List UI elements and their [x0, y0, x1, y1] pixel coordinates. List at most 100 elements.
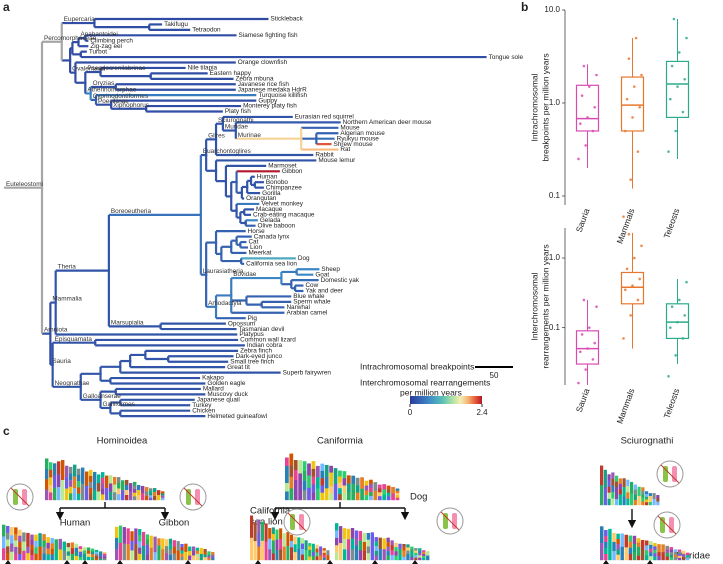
chromosome-segment: [628, 547, 633, 555]
chromosome-segment: [607, 474, 611, 481]
chromosome-segment: [645, 540, 649, 546]
chromosome-segment: [611, 491, 615, 499]
chromosome-segment: [386, 496, 391, 501]
chromosome-segment: [319, 555, 323, 561]
chromosome-segment: [145, 554, 150, 561]
chromosome-segment: [122, 543, 126, 561]
chromosome-segment: [677, 553, 682, 557]
chromosome-segment: [145, 549, 150, 556]
chromosome-segment: [607, 498, 611, 506]
chromosome-segment: [125, 479, 129, 486]
chromosome-segment: [645, 493, 649, 497]
chromosome-segment: [657, 556, 661, 561]
data-point: [595, 305, 598, 308]
clade-label: Poeciliinae: [98, 98, 129, 105]
chromosome-segment: [304, 550, 308, 561]
data-point: [622, 337, 625, 340]
chromosome-segment: [378, 548, 382, 561]
chromosome-segment: [97, 491, 101, 501]
clade-label: Ovalentaria: [72, 66, 105, 73]
karyotype: [115, 525, 215, 561]
chromosome-segment: [195, 556, 200, 561]
chromosome-segment: [282, 533, 286, 547]
chromosome-segment: [395, 490, 400, 494]
chromosome-segment: [203, 551, 207, 555]
chromosome-segment: [335, 537, 339, 546]
chromosome-segment: [6, 539, 10, 547]
chromosome-segment: [168, 554, 173, 561]
chromosome-segment: [326, 555, 330, 561]
chromosome-segment: [398, 549, 402, 555]
leaf-label: Tasmanian devil: [239, 326, 285, 333]
leaf-label: Mouse: [340, 124, 360, 131]
karyotype: [250, 515, 330, 561]
chromosome-segment: [282, 546, 286, 561]
icon-chromosome: [663, 466, 668, 482]
clade-label: Neognathae: [55, 380, 90, 387]
chromosome-segment: [69, 480, 73, 487]
data-point: [595, 73, 598, 77]
chromosome-segment: [153, 496, 157, 501]
chromosome-segment: [648, 502, 652, 506]
breakpoint-marker: [412, 560, 418, 564]
breakpoint-marker: [5, 560, 11, 564]
chromosome-segment: [118, 542, 123, 561]
chromosome-segment: [289, 476, 294, 489]
leaf-label: Orangutan: [246, 195, 277, 202]
chromosome-segment: [264, 523, 268, 542]
clade-label: Artiodactyla: [208, 300, 242, 307]
chromosome-segment: [94, 553, 99, 557]
chromosome-segment: [203, 554, 207, 558]
chromosome-segment: [73, 488, 77, 501]
chromosome-segment: [113, 484, 117, 493]
colorbar-title: Interchromosomal rearrangements: [360, 377, 490, 387]
leaf-label: Superb fairywren: [283, 369, 332, 376]
chromosome-segment: [93, 490, 97, 501]
chromosome-segment: [82, 553, 87, 558]
chromosome-segment: [641, 490, 645, 495]
chromosome-segment: [73, 464, 77, 477]
chromosome-segment: [141, 492, 145, 501]
chromosome-segment: [624, 534, 629, 548]
icon-slash: [660, 464, 680, 484]
data-point: [685, 280, 688, 284]
chromosome-segment: [101, 494, 105, 501]
clade-label: Sauria: [52, 358, 71, 365]
chromosome-segment: [97, 482, 101, 492]
chromosome-segment: [58, 549, 62, 561]
chromosome-segment: [115, 548, 119, 561]
chromosome-segment: [30, 549, 34, 556]
chromosome-segment: [268, 549, 272, 561]
chromosome-segment: [157, 545, 161, 553]
chromosome-segment: [101, 483, 105, 490]
chromosome-segment: [293, 460, 298, 471]
chromosome-segment: [138, 547, 142, 555]
chromosome-segment: [34, 553, 38, 561]
chromosome-icon: [436, 507, 464, 535]
chromosome-segment: [355, 492, 360, 501]
chromosome-segment: [257, 533, 261, 547]
y-axis-label: Interchromosomal: [529, 272, 539, 340]
chromosome-segment: [260, 540, 264, 561]
chromosome-segment: [18, 529, 22, 536]
chromosome-segment: [30, 544, 34, 551]
chromosome-segment: [70, 542, 75, 549]
chromosome-segment: [14, 546, 18, 554]
chromosome-segment: [418, 555, 422, 558]
chromosome-segment: [362, 550, 367, 561]
leaf-label: Dark-eyed junco: [236, 353, 283, 360]
chromosome-segment: [10, 535, 14, 544]
chromosome-segment: [65, 465, 69, 478]
chromosome-segment: [311, 468, 316, 477]
chromosome-segment: [390, 540, 394, 546]
leaf-label: Human: [257, 173, 278, 180]
leaf-label: Takifugu: [164, 21, 188, 28]
chromosome-segment: [153, 552, 157, 561]
chromosome-segment: [636, 555, 641, 561]
chromosome-segment: [612, 532, 616, 543]
chromosome-segment: [129, 483, 133, 492]
chromosome-segment: [157, 538, 161, 546]
chromosome-segment: [604, 530, 608, 537]
chromosome-segment: [366, 553, 371, 561]
chromosome-segment: [657, 544, 661, 549]
